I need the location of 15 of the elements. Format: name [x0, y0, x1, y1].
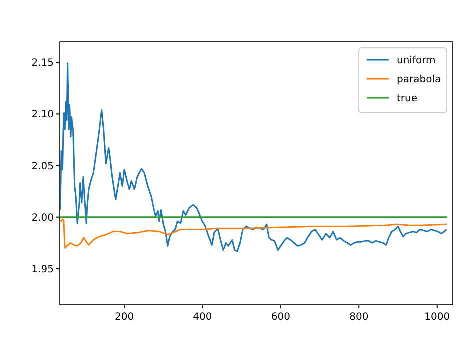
legend-label: uniform [397, 56, 436, 66]
legend-label: true [397, 94, 418, 104]
y-tick-label: 2.10 [32, 110, 54, 121]
y-tick-label: 1.95 [32, 264, 54, 276]
x-tick-label: 800 [350, 312, 369, 323]
x-tick-label: 1000 [424, 312, 450, 323]
y-tick-label: 2.00 [32, 212, 54, 224]
legend-label: parabola [397, 74, 442, 86]
line-series [60, 218, 448, 250]
x-tick-label: 600 [271, 312, 290, 323]
x-tick-label: 200 [114, 312, 134, 323]
y-tick-label: 2.05 [32, 161, 54, 172]
x-tick-label: 400 [193, 312, 212, 323]
line-series [60, 62, 448, 252]
y-tick-label: 2.15 [32, 58, 54, 70]
